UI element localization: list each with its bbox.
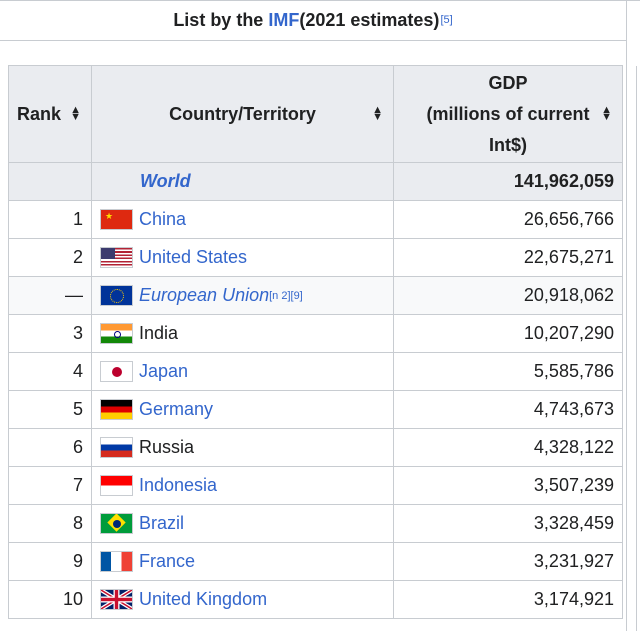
table-row: — European Union [n 2][9] 20,918,062 — [8, 276, 623, 315]
country-link[interactable]: Indonesia — [139, 475, 218, 495]
country-link[interactable]: India — [139, 323, 179, 343]
gdp-cell: 3,231,927 — [393, 542, 623, 581]
caption-suffix: (2021 estimates) — [299, 9, 440, 30]
country-link[interactable]: Brazil — [139, 513, 185, 533]
flag-japan-icon — [100, 361, 133, 382]
rank-cell: 1 — [8, 200, 92, 239]
table-row: 7 Indonesia 3,507,239 — [8, 466, 623, 505]
gdp-cell: 3,328,459 — [393, 504, 623, 543]
world-country-cell: World — [91, 162, 394, 201]
flag-united-states-icon — [100, 247, 133, 268]
country-cell: United Kingdom — [91, 580, 394, 619]
rank-cell: 7 — [8, 466, 92, 505]
table-row: 5 Germany 4,743,673 — [8, 390, 623, 429]
country-link[interactable]: Germany — [139, 399, 214, 419]
country-column-header[interactable]: Country/Territory ▲ ▼ — [91, 65, 394, 163]
table-row: 10 United Kingdom 3,174,921 — [8, 580, 623, 619]
flag-france-icon — [100, 551, 133, 572]
gdp-cell: 22,675,271 — [393, 238, 623, 277]
table-row: 4 Japan 5,585,786 — [8, 352, 623, 391]
sort-icon[interactable]: ▲ ▼ — [601, 104, 612, 123]
header-row: Rank ▲ ▼ Country/Territory ▲ ▼ GDP (millio… — [8, 65, 623, 163]
country-header-label: Country/Territory — [169, 103, 316, 124]
country-link[interactable]: Japan — [139, 361, 189, 381]
country-cell: India — [91, 314, 394, 353]
flag-indonesia-icon — [100, 475, 133, 496]
table-row: 8 Brazil 3,328,459 — [8, 504, 623, 543]
table-caption: List by the IMF (2021 estimates) [5] — [0, 0, 626, 41]
gdp-cell: 10,207,290 — [393, 314, 623, 353]
gdp-cell: 20,918,062 — [393, 276, 623, 315]
gdp-header-line1: GDP — [488, 72, 528, 93]
table-row: 9 France 3,231,927 — [8, 542, 623, 581]
world-row: World 141,962,059 — [8, 162, 623, 201]
gdp-cell: 5,585,786 — [393, 352, 623, 391]
gdp-cell: 4,328,122 — [393, 428, 623, 467]
flag-brazil-icon — [100, 513, 133, 534]
world-gdp: 141,962,059 — [393, 162, 623, 201]
rank-cell: 10 — [8, 580, 92, 619]
country-cell: Japan — [91, 352, 394, 391]
country-cell: ★ China — [91, 200, 394, 239]
caption-prefix: List by the — [173, 9, 264, 30]
adjacent-table-border — [636, 66, 637, 631]
rank-cell: — — [8, 276, 92, 315]
flag-germany-icon — [100, 399, 133, 420]
gdp-table: Rank ▲ ▼ Country/Territory ▲ ▼ GDP (millio… — [8, 65, 623, 619]
gdp-cell: 4,743,673 — [393, 390, 623, 429]
flag-european-union-icon — [100, 285, 133, 306]
sort-icon[interactable]: ▲ ▼ — [70, 104, 81, 123]
rank-cell: 4 — [8, 352, 92, 391]
flag-russia-icon — [100, 437, 133, 458]
flag-united-kingdom-icon — [100, 589, 133, 610]
world-link[interactable]: World — [140, 171, 191, 191]
country-cell: France — [91, 542, 394, 581]
country-cell: European Union [n 2][9] — [91, 276, 394, 315]
flag-india-icon — [100, 323, 133, 344]
rank-cell: 9 — [8, 542, 92, 581]
flag-china-icon: ★ — [100, 209, 133, 230]
gdp-column-header[interactable]: GDP (millions of current Int$) ▲ ▼ — [393, 65, 623, 163]
column-divider — [626, 0, 627, 631]
country-link[interactable]: United Kingdom — [139, 589, 268, 609]
gdp-cell: 3,507,239 — [393, 466, 623, 505]
gdp-header-line3: Int$) — [489, 134, 527, 155]
rank-cell: 2 — [8, 238, 92, 277]
country-cell: Russia — [91, 428, 394, 467]
rank-cell: 3 — [8, 314, 92, 353]
caption-reference-link[interactable]: [5] — [440, 14, 453, 26]
country-link[interactable]: European Union — [139, 285, 270, 305]
table-row: 2 United States 22,675,271 — [8, 238, 623, 277]
rank-cell: 6 — [8, 428, 92, 467]
country-cell: Brazil — [91, 504, 394, 543]
table-row: 3 India 10,207,290 — [8, 314, 623, 353]
country-link[interactable]: Russia — [139, 437, 195, 457]
gdp-cell: 26,656,766 — [393, 200, 623, 239]
table-row: 1 ★ China 26,656,766 — [8, 200, 623, 239]
country-cell: Indonesia — [91, 466, 394, 505]
country-cell: United States — [91, 238, 394, 277]
country-link[interactable]: China — [139, 209, 187, 229]
rank-header-label: Rank — [17, 103, 62, 124]
gdp-cell: 3,174,921 — [393, 580, 623, 619]
rank-cell: 5 — [8, 390, 92, 429]
country-link[interactable]: France — [139, 551, 196, 571]
country-cell: Germany — [91, 390, 394, 429]
rank-cell: 8 — [8, 504, 92, 543]
country-link[interactable]: United States — [139, 247, 248, 267]
world-rank — [8, 162, 92, 201]
footnote-link[interactable]: [n 2][9] — [269, 289, 303, 302]
table-row: 6 Russia 4,328,122 — [8, 428, 623, 467]
gdp-header-line2: (millions of current — [426, 103, 590, 124]
rank-column-header[interactable]: Rank ▲ ▼ — [8, 65, 92, 163]
imf-link[interactable]: IMF — [268, 9, 300, 30]
sort-icon[interactable]: ▲ ▼ — [372, 104, 383, 123]
